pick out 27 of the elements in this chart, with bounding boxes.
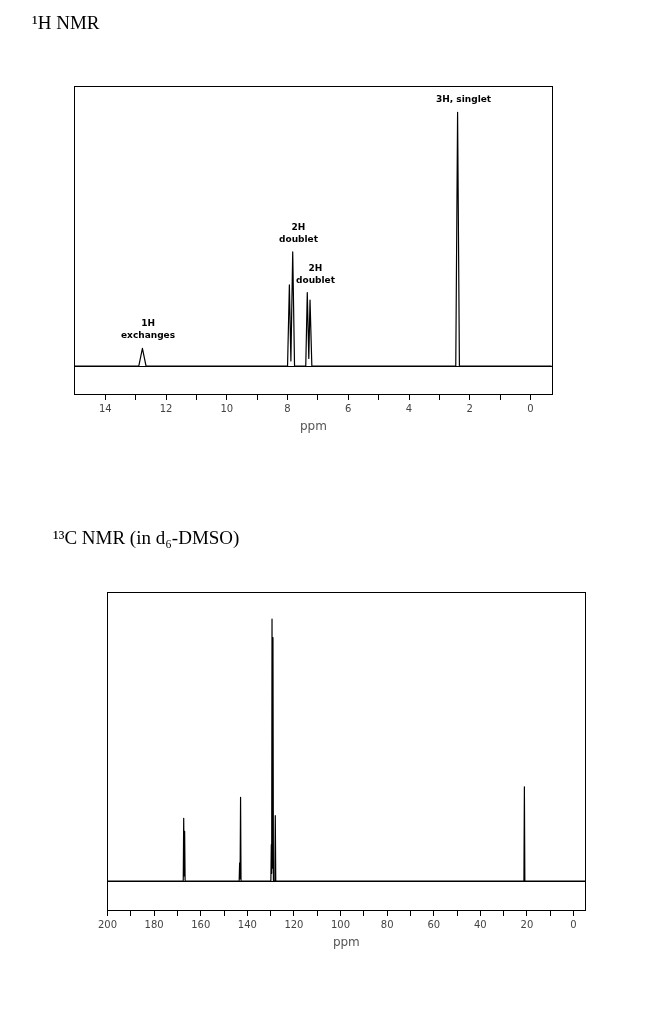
x-tick-label: 60: [427, 919, 441, 930]
x-tick-label: 2: [466, 403, 473, 414]
annotation: 2H doublet: [296, 263, 336, 285]
x-axis-title: ppm: [332, 934, 360, 949]
annotation: 1H exchanges: [121, 318, 176, 340]
x-tick-label: 0: [570, 919, 577, 930]
x-tick-label: 20: [520, 919, 534, 930]
x-tick-label: 12: [159, 403, 173, 414]
x-tick-label: 0: [527, 403, 534, 414]
x-tick-label: 14: [99, 403, 112, 414]
x-tick-label: 8: [284, 403, 291, 414]
x-tick-label: 160: [191, 919, 211, 930]
x-tick-label: 10: [220, 403, 234, 414]
x-tick-label: 120: [284, 919, 304, 930]
x-tick-label: 100: [330, 919, 351, 930]
x-tick-label: 6: [345, 403, 352, 414]
annotation: 2H doublet: [279, 222, 319, 244]
x-axis-title: ppm: [299, 418, 327, 433]
x-tick-label: 80: [380, 919, 394, 930]
x-tick-label: 200: [97, 919, 118, 930]
chart-title: ¹H NMR: [32, 12, 100, 33]
x-tick-label: 40: [473, 919, 487, 930]
x-tick-label: 140: [237, 919, 257, 930]
chart-title: ¹³C NMR (in d₆-DMSO): [53, 527, 240, 549]
x-tick-label: 4: [405, 403, 413, 414]
x-tick-label: 180: [144, 919, 164, 930]
annotation: 3H, singlet: [436, 94, 492, 104]
